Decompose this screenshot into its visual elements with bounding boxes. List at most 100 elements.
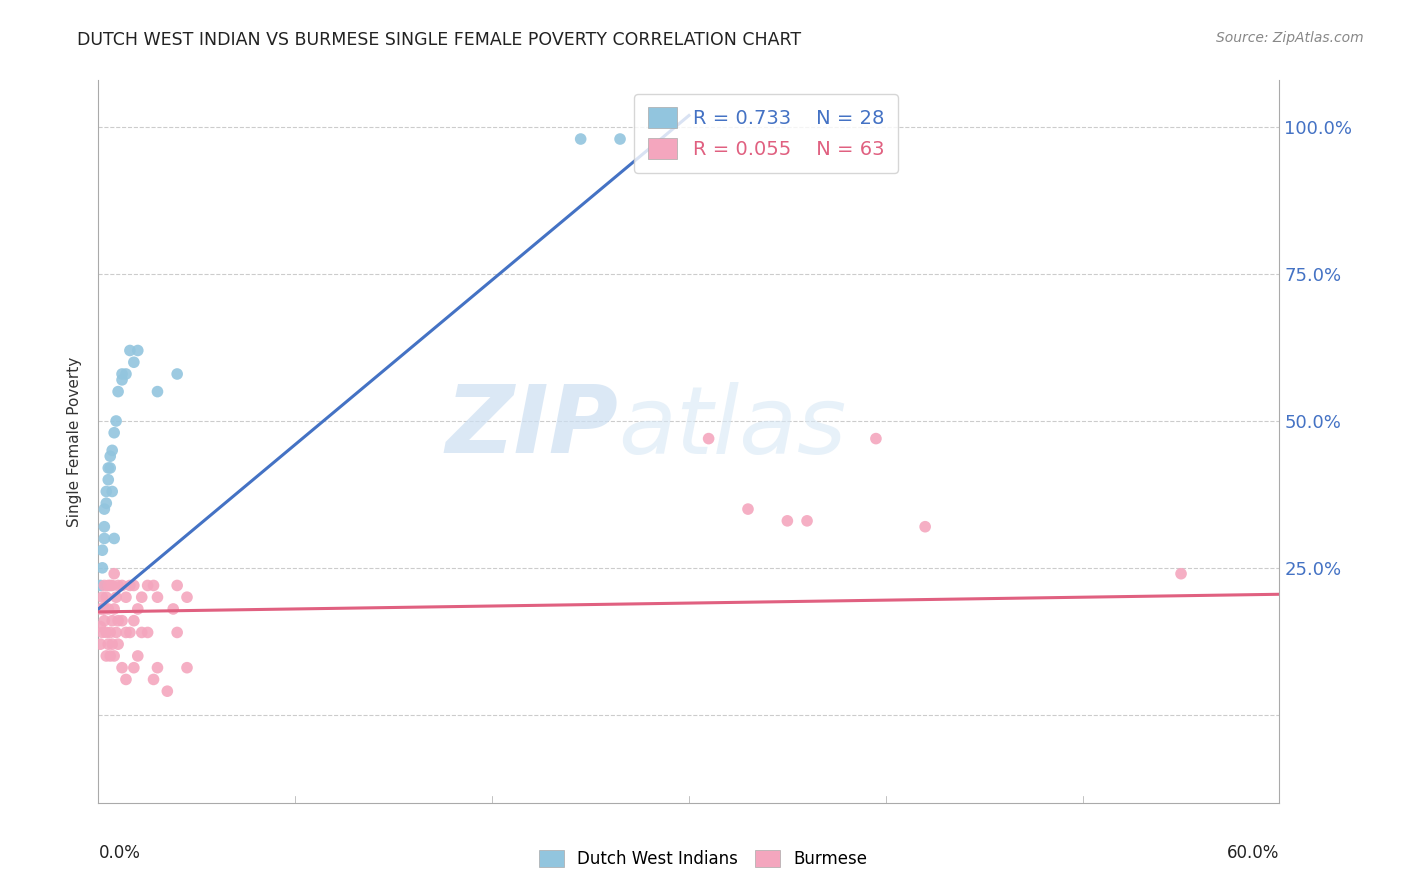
Point — [105, 591, 128, 605]
Point — [103, 602, 125, 616]
Point — [107, 637, 129, 651]
Legend: Dutch West Indians, Burmese: Dutch West Indians, Burmese — [533, 843, 873, 875]
Point — [98, 461, 121, 475]
Point — [569, 132, 592, 146]
Text: Source: ZipAtlas.com: Source: ZipAtlas.com — [1216, 31, 1364, 45]
Point — [136, 625, 159, 640]
Point — [122, 355, 145, 369]
Point — [93, 532, 115, 546]
Point — [176, 591, 198, 605]
Point — [89, 619, 111, 633]
Point — [115, 673, 138, 687]
Point — [101, 578, 124, 592]
Point — [146, 591, 169, 605]
Legend: R = 0.733    N = 28, R = 0.055    N = 63: R = 0.733 N = 28, R = 0.055 N = 63 — [634, 94, 897, 173]
Point — [796, 514, 818, 528]
Point — [122, 578, 145, 592]
Point — [111, 578, 134, 592]
Point — [105, 625, 128, 640]
Point — [914, 519, 936, 533]
Point — [115, 367, 138, 381]
Text: atlas: atlas — [619, 382, 846, 473]
Point — [142, 578, 165, 592]
Point — [107, 614, 129, 628]
Point — [93, 502, 115, 516]
Point — [107, 384, 129, 399]
Point — [146, 384, 169, 399]
Point — [101, 484, 124, 499]
Point — [136, 578, 159, 592]
Point — [127, 648, 149, 663]
Point — [91, 543, 114, 558]
Point — [162, 602, 184, 616]
Point — [91, 591, 114, 605]
Point — [118, 578, 141, 592]
Point — [97, 461, 120, 475]
Point — [111, 367, 134, 381]
Point — [103, 648, 125, 663]
Point — [697, 432, 720, 446]
Point — [98, 648, 121, 663]
Point — [101, 637, 124, 651]
Point — [118, 625, 141, 640]
Text: ZIP: ZIP — [446, 381, 619, 473]
Point — [98, 578, 121, 592]
Point — [111, 373, 134, 387]
Point — [89, 578, 111, 592]
Point — [865, 432, 887, 446]
Point — [111, 614, 134, 628]
Point — [111, 661, 134, 675]
Point — [96, 496, 118, 510]
Point — [166, 578, 188, 592]
Point — [101, 614, 124, 628]
Point — [131, 591, 153, 605]
Point — [142, 673, 165, 687]
Point — [122, 614, 145, 628]
Point — [103, 425, 125, 440]
Point — [97, 602, 120, 616]
Point — [122, 661, 145, 675]
Point — [93, 602, 115, 616]
Point — [146, 661, 169, 675]
Y-axis label: Single Female Poverty: Single Female Poverty — [67, 357, 83, 526]
Point — [98, 625, 121, 640]
Point — [91, 561, 114, 575]
Point — [1170, 566, 1192, 581]
Point — [89, 637, 111, 651]
Point — [737, 502, 759, 516]
Point — [127, 343, 149, 358]
Point — [105, 414, 128, 428]
Point — [89, 602, 111, 616]
Point — [115, 591, 138, 605]
Point — [93, 578, 115, 592]
Point — [91, 625, 114, 640]
Point — [96, 484, 118, 499]
Point — [91, 602, 114, 616]
Point — [103, 532, 125, 546]
Point — [131, 625, 153, 640]
Point — [127, 602, 149, 616]
Point — [93, 614, 115, 628]
Point — [776, 514, 799, 528]
Point — [96, 648, 118, 663]
Text: 60.0%: 60.0% — [1227, 845, 1279, 863]
Point — [166, 625, 188, 640]
Point — [115, 625, 138, 640]
Point — [176, 661, 198, 675]
Point — [93, 519, 115, 533]
Point — [156, 684, 179, 698]
Point — [97, 637, 120, 651]
Point — [96, 625, 118, 640]
Point — [97, 473, 120, 487]
Text: 0.0%: 0.0% — [98, 845, 141, 863]
Point — [118, 343, 141, 358]
Point — [98, 449, 121, 463]
Point — [97, 578, 120, 592]
Point — [609, 132, 631, 146]
Text: DUTCH WEST INDIAN VS BURMESE SINGLE FEMALE POVERTY CORRELATION CHART: DUTCH WEST INDIAN VS BURMESE SINGLE FEMA… — [77, 31, 801, 49]
Point — [103, 566, 125, 581]
Point — [166, 367, 188, 381]
Point — [96, 591, 118, 605]
Point — [107, 578, 129, 592]
Point — [101, 443, 124, 458]
